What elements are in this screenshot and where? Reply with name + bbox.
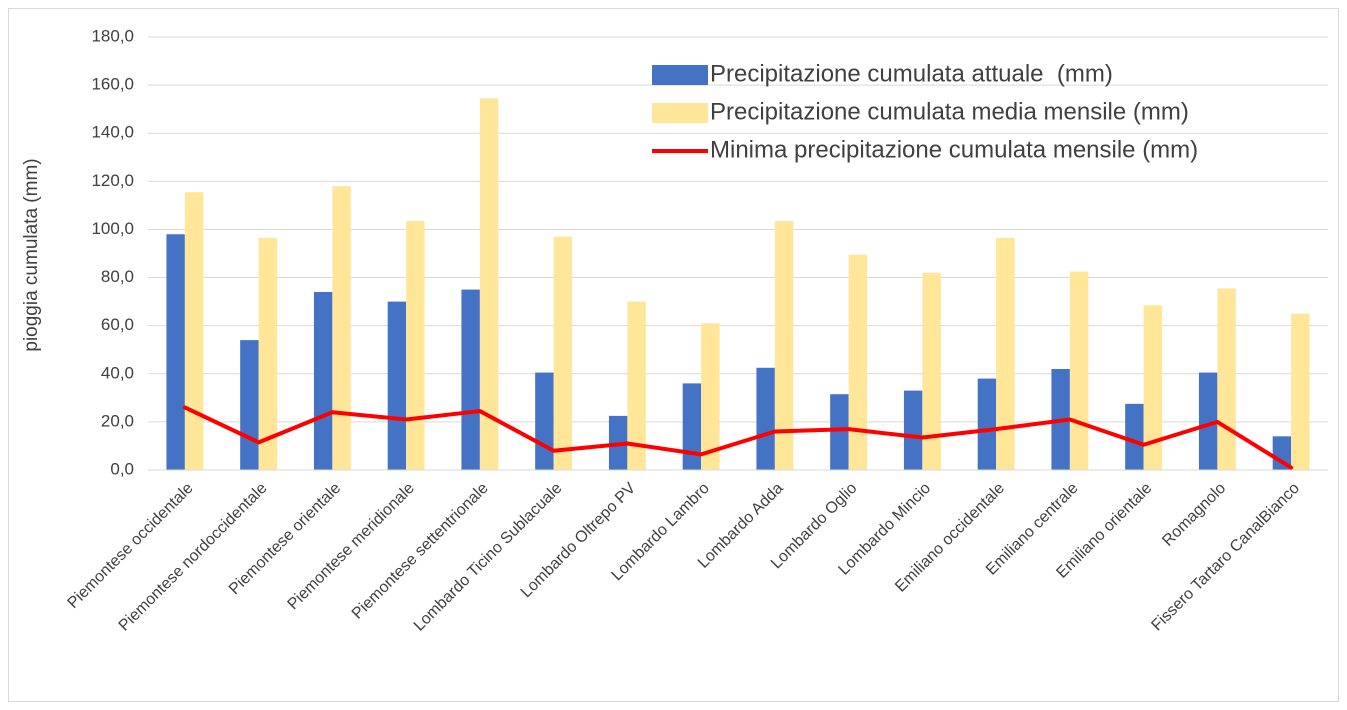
legend-swatch bbox=[652, 103, 708, 123]
bar bbox=[756, 367, 775, 470]
chart-border bbox=[8, 8, 1339, 702]
bar bbox=[258, 237, 278, 470]
bar bbox=[184, 192, 204, 471]
bar bbox=[977, 378, 997, 470]
bar bbox=[903, 390, 923, 470]
bar bbox=[332, 186, 351, 470]
y-tick-label: 0,0 bbox=[110, 459, 134, 478]
legend-label: Precipitazione cumulata media mensile (m… bbox=[710, 98, 1189, 125]
bar bbox=[166, 234, 185, 470]
bar bbox=[1125, 403, 1144, 470]
bar bbox=[1069, 271, 1089, 470]
y-tick-label: 20,0 bbox=[101, 411, 134, 430]
bar bbox=[922, 272, 941, 470]
bar bbox=[553, 236, 573, 470]
bar bbox=[1272, 436, 1292, 470]
y-tick-label: 160,0 bbox=[91, 75, 134, 94]
bar bbox=[406, 221, 425, 470]
bar bbox=[996, 237, 1015, 470]
y-tick-label: 140,0 bbox=[91, 123, 134, 142]
bar bbox=[848, 254, 868, 470]
bar bbox=[313, 291, 333, 470]
bar bbox=[1198, 372, 1218, 470]
bar bbox=[1291, 313, 1310, 470]
bar bbox=[774, 221, 794, 470]
bar bbox=[1143, 305, 1163, 470]
bar bbox=[240, 340, 259, 470]
bar bbox=[1217, 288, 1236, 470]
bar bbox=[682, 383, 702, 470]
y-tick-label: 100,0 bbox=[91, 219, 134, 238]
y-tick-label: 80,0 bbox=[101, 267, 134, 286]
bar bbox=[479, 98, 499, 470]
bar bbox=[461, 289, 480, 470]
legend-label: Minima precipitazione cumulata mensile (… bbox=[710, 136, 1198, 163]
y-tick-label: 120,0 bbox=[91, 171, 134, 190]
y-tick-label: 40,0 bbox=[101, 363, 134, 382]
bar bbox=[830, 394, 849, 470]
y-tick-label: 180,0 bbox=[91, 26, 134, 45]
legend-swatch bbox=[652, 65, 708, 85]
y-axis-label: pioggia cumulata (mm) bbox=[21, 158, 42, 351]
legend-label: Precipitazione cumulata attuale (mm) bbox=[710, 60, 1113, 87]
bar bbox=[701, 323, 720, 470]
bar bbox=[535, 372, 554, 470]
bar bbox=[387, 301, 407, 470]
y-tick-label: 60,0 bbox=[101, 315, 134, 334]
line bbox=[182, 405, 1294, 470]
bar bbox=[627, 301, 646, 470]
